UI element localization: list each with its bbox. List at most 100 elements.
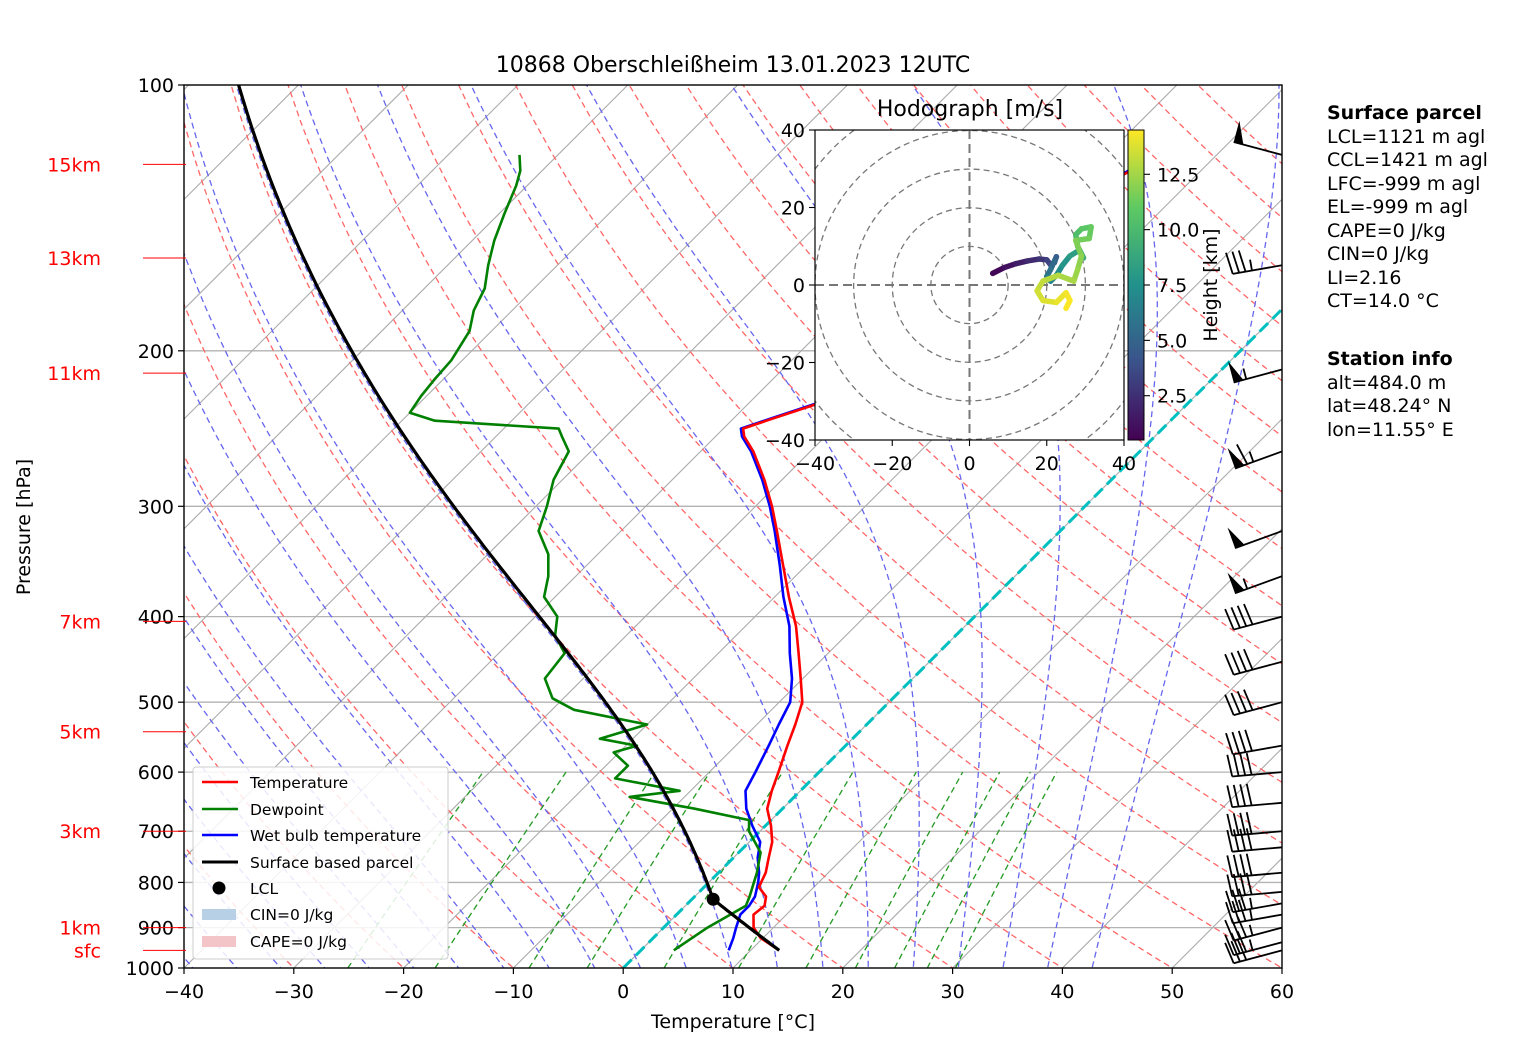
wind-barb-feather [1225, 252, 1234, 275]
legend-temperature: Temperature [249, 774, 348, 792]
wind-barb-feather [1243, 603, 1254, 625]
height-label: 7km [59, 611, 101, 633]
wind-barb-feather [1243, 648, 1254, 671]
wind-barb-feather [1239, 854, 1247, 877]
wind-barb [1228, 361, 1283, 384]
colorbar-tick-label: 10.0 [1157, 220, 1199, 242]
x-tick-label: 50 [1160, 981, 1184, 1003]
wind-barb [1224, 603, 1283, 631]
wind-barb-feather [1232, 829, 1240, 852]
wind-barb-staff [1233, 926, 1283, 942]
dry-adiabat [856, 85, 1282, 493]
wind-barb [1226, 783, 1283, 809]
wind-barb-feather [1231, 889, 1241, 912]
mixing-ratio-line [528, 771, 656, 968]
colorbar-tick-label: 7.5 [1157, 275, 1187, 297]
hodograph-x-tick-label: 40 [1112, 453, 1136, 475]
wind-barb-feather [1225, 732, 1234, 755]
isotherm--60 [184, 85, 849, 750]
wind-barb-half-feather [1248, 939, 1254, 951]
wind-barb-staff [1234, 450, 1283, 470]
dry-adiabat [458, 85, 1282, 906]
x-tick-label: −20 [384, 981, 424, 1003]
y-tick-label: 400 [138, 607, 174, 629]
mixing-ratio-line [954, 771, 1058, 968]
height-label: 11km [47, 363, 101, 385]
mixing-ratio-line [894, 771, 1001, 968]
hodograph-x-tick-label: 0 [963, 453, 975, 475]
moist-adiabat [911, 85, 1061, 968]
wind-barb-feather [1224, 653, 1235, 676]
surface-parcel-ccl: CCL=1421 m agl [1327, 149, 1488, 171]
moist-adiabat [730, 85, 983, 968]
wind-barb-feather [1236, 605, 1248, 627]
wind-barb-feather [1245, 853, 1253, 876]
wind-barb-staff [1232, 891, 1283, 898]
x-tick-label: 40 [1050, 981, 1074, 1003]
wind-barb-feather [1231, 731, 1241, 754]
wind-barb-feather [1239, 812, 1247, 835]
hodograph-segment [1072, 237, 1085, 259]
wind-barb-feather [1237, 888, 1247, 911]
wind-barb-feather [1245, 783, 1253, 806]
wind-barb [1227, 572, 1283, 595]
surface-parcel-title: Surface parcel [1327, 102, 1482, 124]
hodograph-y-tick-label: 0 [793, 275, 805, 297]
station-info-lat: lat=48.24° N [1327, 395, 1452, 417]
chart-title: 10868 Oberschleißheim 13.01.2023 12UTC [496, 53, 971, 78]
y-tick-label: 600 [138, 762, 174, 784]
x-tick-label: 30 [941, 981, 965, 1003]
legend-lcl: LCL [250, 880, 278, 898]
dry-adiabat [628, 85, 1282, 724]
wind-barb [1224, 939, 1283, 965]
wind-barb-feather [1237, 250, 1247, 272]
height-label: 5km [59, 722, 101, 744]
wind-barb [1224, 689, 1283, 717]
wind-barb [1226, 853, 1283, 878]
wind-barb-staff [1232, 771, 1283, 778]
y-tick-label: 200 [138, 341, 174, 363]
x-tick-label: −10 [493, 981, 533, 1003]
height-label: 15km [47, 154, 101, 176]
wind-barb-feather [1231, 251, 1241, 274]
wind-barb-staff [1233, 660, 1283, 676]
hodograph-y-tick-label: −20 [765, 353, 805, 375]
wind-barb-half-feather [1242, 368, 1248, 380]
x-tick-label: −30 [274, 981, 314, 1003]
moist-adiabat [1091, 85, 1280, 968]
wind-barb [1226, 752, 1283, 778]
colorbar-tick-label: 5.0 [1157, 330, 1187, 352]
parcel-line [237, 85, 781, 952]
y-tick-label: 800 [138, 872, 174, 894]
x-axis-label: Temperature [°C] [650, 1011, 815, 1033]
wind-barb-half-feather [1242, 578, 1249, 590]
wind-barb-feather [1239, 784, 1247, 807]
wind-barb [1225, 250, 1283, 275]
dry-adiabat [571, 85, 1282, 784]
isotherm--20 [402, 88, 1282, 968]
y-tick-label: 100 [138, 75, 174, 97]
colorbar-label: Height [km] [1200, 228, 1222, 341]
wind-barb-feather [1226, 785, 1234, 808]
wind-barb-staff [1233, 368, 1283, 384]
station-info-title: Station info [1327, 348, 1453, 370]
dry-adiabat [401, 85, 1282, 968]
wind-barb [1225, 888, 1283, 913]
isotherm--80 [184, 85, 629, 530]
wind-barb-staff [1232, 846, 1283, 853]
wind-barb-half-feather [1249, 259, 1253, 271]
hodograph-y-tick-label: 40 [781, 120, 805, 142]
x-tick-label: 0 [617, 981, 629, 1003]
y-axis-ticks: 100 200 300 400 500 600 700 800 900 1000 [126, 75, 184, 980]
moist-adiabat [1046, 85, 1158, 968]
wind-barbs [1224, 120, 1283, 965]
surface-parcel-cin: CIN=0 J/kg [1327, 243, 1430, 265]
surface-parcel-el: EL=-999 m agl [1327, 196, 1469, 218]
x-tick-label: −40 [164, 981, 204, 1003]
mixing-ratio-line [663, 771, 784, 968]
wind-barb-feather [1230, 692, 1241, 714]
dry-adiabat [514, 85, 1282, 844]
wind-barb-feather [1224, 942, 1235, 964]
